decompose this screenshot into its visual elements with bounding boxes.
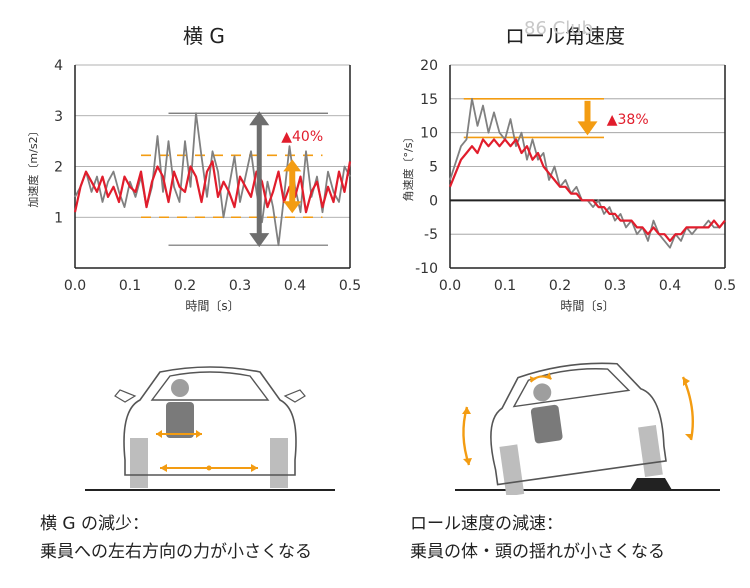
occupant-head <box>171 379 189 397</box>
x-axis-label: 時間〔s〕 <box>560 299 614 313</box>
y-tick-label: 1 <box>54 210 63 226</box>
x-tick-label: 0.2 <box>174 278 196 294</box>
range-arrow-head <box>283 159 302 172</box>
x-tick-label: 0.5 <box>714 278 736 294</box>
series-line-red <box>448 138 726 242</box>
series-line-red <box>73 160 352 214</box>
caption-heading: ロール速度の減速： <box>410 514 563 534</box>
x-tick-label: 0.3 <box>604 278 626 294</box>
x-tick-label: 0.4 <box>659 278 681 294</box>
x-tick-label: 0.4 <box>284 278 306 294</box>
x-tick-label: 0.1 <box>494 278 516 294</box>
car-roll-illustration <box>455 362 720 495</box>
series-line-gray <box>449 97 726 249</box>
y-tick-label: 10 <box>420 126 438 142</box>
lateral-g-chart: 1 2 3 4 0.0 0.1 0.2 0.3 0.4 0.5 時間〔s〕 加速度〔m/s2〕 ▲40% <box>26 58 361 313</box>
annotation-percent: ▲38% <box>607 112 649 128</box>
range-arrow-head <box>249 233 270 248</box>
x-tick-label: 0.0 <box>439 278 461 294</box>
x-tick-label: 0.0 <box>64 278 86 294</box>
roll-rate-chart: -10 -5 0 5 10 15 20 0.0 0.1 0.2 0.3 0.4 0.5 時間〔s〕 角速度〔… <box>401 58 736 313</box>
range-arrow-head <box>249 111 270 126</box>
car-lateral-illustration <box>85 366 335 491</box>
x-tick-label: 0.5 <box>339 278 361 294</box>
y-axis-label: 角速度〔°/s〕 <box>401 132 415 202</box>
reduction-arrow-head <box>577 121 598 136</box>
caption-body: 乗員への左右方向の力が小さくなる <box>40 542 312 562</box>
caption-roll-rate: ロール速度の減速： 乗員の体・頭の揺れが小さくなる <box>410 510 665 566</box>
y-axis-label: 加速度〔m/s2〕 <box>26 125 40 207</box>
x-axis-label: 時間〔s〕 <box>185 299 239 313</box>
y-tick-label: -5 <box>424 227 438 243</box>
chart-title-roll-rate: ロール角速度 <box>505 24 625 48</box>
caption-body: 乗員の体・頭の揺れが小さくなる <box>410 542 665 562</box>
y-tick-label: 20 <box>420 58 438 74</box>
x-tick-label: 0.1 <box>119 278 141 294</box>
y-tick-label: -10 <box>415 261 438 277</box>
x-tick-label: 0.2 <box>549 278 571 294</box>
y-tick-label: 2 <box>54 160 63 176</box>
y-tick-label: 5 <box>429 160 438 176</box>
occupant-body <box>530 404 563 444</box>
annotation-percent: ▲40% <box>281 129 323 145</box>
y-tick-label: 3 <box>54 109 63 125</box>
chart-title-lateral-g: 横 G <box>183 24 225 48</box>
caption-heading: 横 G の減少： <box>40 514 149 534</box>
watermark: 86 Club <box>524 18 594 39</box>
caption-lateral-g: 横 G の減少： 乗員への左右方向の力が小さくなる <box>40 510 312 566</box>
y-tick-label: 15 <box>420 92 438 108</box>
x-tick-label: 0.3 <box>229 278 251 294</box>
y-tick-label: 0 <box>429 193 438 209</box>
occupant-head <box>533 383 552 402</box>
occupant-body <box>166 402 194 438</box>
range-arrow-head <box>283 201 302 214</box>
y-tick-label: 4 <box>54 58 63 74</box>
